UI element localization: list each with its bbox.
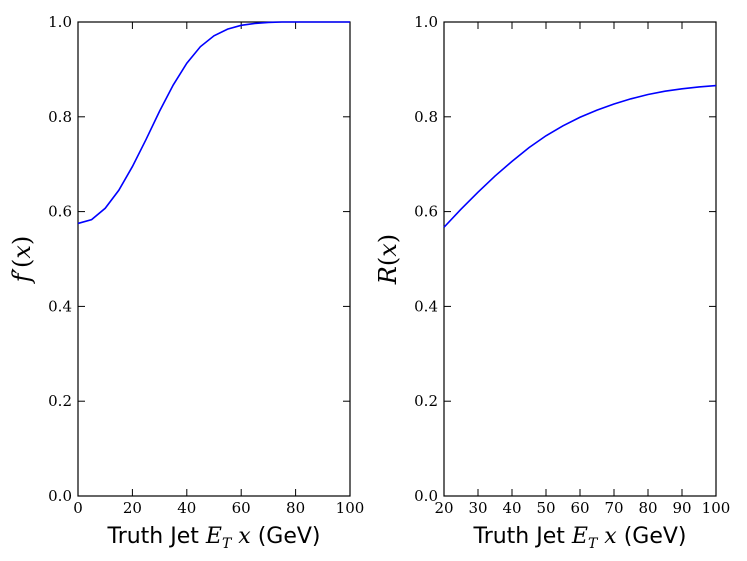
x-axis-label: Truth Jet ET x (GeV): [472, 524, 686, 552]
y-tick-label: 0.4: [414, 297, 438, 315]
plot-frame: [77, 21, 351, 497]
x-tick-label: 90: [672, 499, 691, 517]
y-tick-label: 0.0: [414, 487, 438, 505]
x-tick-label: 40: [177, 499, 196, 517]
x-tick-label: 20: [123, 499, 142, 517]
left-panel: 0 20 40 60 80 100 0.0 0.2 0.4 0.6 0.8 1.0 Truth Jet …: [8, 13, 364, 552]
y-axis-label: R(x): [374, 234, 402, 285]
x-tick-label: 40: [502, 499, 521, 517]
x-tick-label: 80: [286, 499, 305, 517]
x-tick-label: 60: [570, 499, 589, 517]
y-tick-label: 0.6: [48, 203, 72, 221]
series-line: [77, 21, 350, 225]
y-tick-label: 1.0: [48, 13, 72, 31]
series-line: [443, 84, 717, 228]
y-tick-label: 0.8: [48, 108, 72, 126]
x-tick-label: 0: [73, 499, 83, 517]
x-tick-label: 70: [604, 499, 623, 517]
y-tick-label: 0.0: [48, 487, 72, 505]
y-tick-label: 0.2: [48, 392, 72, 410]
x-tick-label: 30: [468, 499, 487, 517]
y-tick-label: 0.8: [414, 108, 438, 126]
x-tick-label: 100: [702, 499, 731, 517]
y-tick-label: 0.2: [414, 392, 438, 410]
plot-frame: [443, 21, 717, 497]
y-tick-label: 0.6: [414, 203, 438, 221]
x-tick-label: 100: [336, 499, 365, 517]
right-panel: 20 30 40 50 60 70 80 90 100 0.0 0.2 0.4 0.6 0.8 1.0 Tru…: [374, 13, 730, 552]
y-axis-label: f′(x): [8, 236, 36, 285]
x-tick-label: 20: [434, 499, 453, 517]
x-tick-label: 60: [232, 499, 251, 517]
x-axis-label: Truth Jet ET x (GeV): [106, 524, 320, 552]
x-tick-label: 50: [536, 499, 555, 517]
x-tick-label: 80: [638, 499, 657, 517]
y-tick-label: 1.0: [414, 13, 438, 31]
y-tick-label: 0.4: [48, 297, 72, 315]
